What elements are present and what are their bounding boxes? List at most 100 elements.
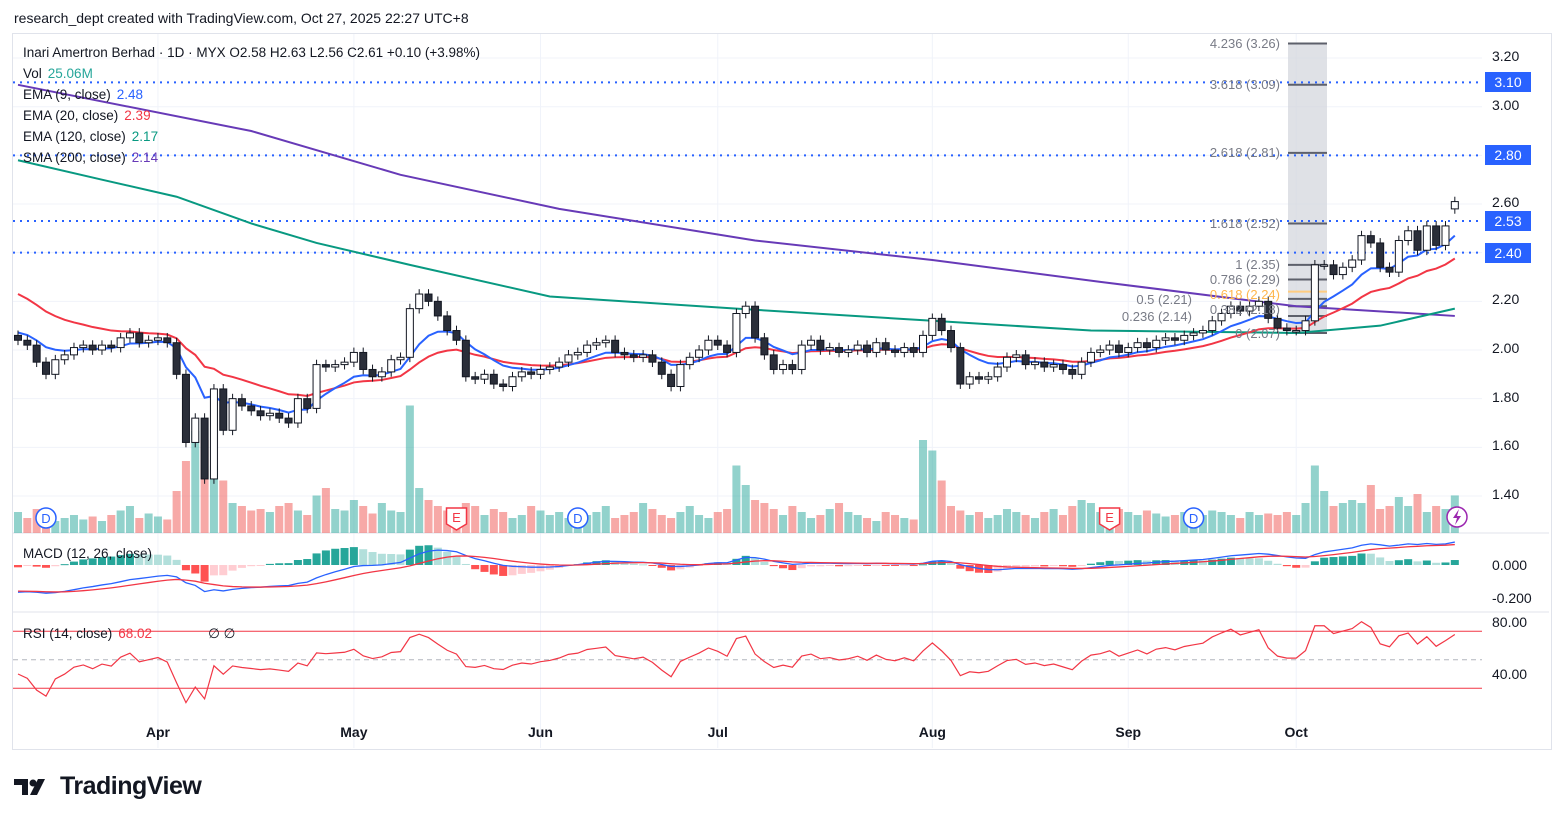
volume-bar	[107, 515, 116, 533]
candle-body	[284, 417, 293, 424]
candle-body	[984, 376, 993, 380]
time-axis-month: May	[340, 724, 368, 740]
fib-level-label: 0.382 (2.18)	[1209, 301, 1280, 317]
volume-bar	[732, 465, 741, 533]
candle-body	[1049, 364, 1058, 368]
volume-bar	[1376, 509, 1385, 533]
macd-histogram-bar	[60, 564, 69, 566]
candle-body	[601, 339, 610, 344]
macd-histogram-bar	[153, 554, 162, 565]
dividend-badge[interactable]: D	[1182, 507, 1205, 529]
macd-histogram-bar	[265, 563, 274, 565]
macd-histogram-bar	[1338, 556, 1347, 565]
volume-bar	[405, 405, 414, 533]
earnings-badge[interactable]: E	[1098, 507, 1121, 531]
volume-bar	[928, 450, 937, 533]
candle-body	[573, 351, 582, 356]
candle-body	[583, 344, 592, 353]
macd-histogram-bar	[1021, 565, 1030, 568]
candle-body	[69, 347, 78, 356]
price-axis-tick: 1.40	[1492, 485, 1520, 502]
candle-body	[629, 354, 638, 358]
candle-body	[172, 342, 181, 375]
volume-bar	[583, 515, 592, 533]
candle-body	[517, 371, 526, 378]
volume-bar	[1068, 506, 1077, 533]
macd-histogram-bar	[349, 547, 358, 565]
earnings-badge[interactable]: E	[445, 507, 468, 531]
candle-body	[1245, 305, 1254, 312]
volume-bar	[1040, 512, 1049, 533]
macd-histogram-bar	[1450, 560, 1459, 565]
macd-histogram-bar	[760, 561, 769, 565]
macd-axis-tick: -0.200	[1492, 590, 1532, 606]
macd-histogram-bar	[1292, 565, 1301, 568]
volume-bar	[1030, 518, 1039, 533]
macd-histogram-bar	[769, 565, 778, 567]
macd-histogram-bar	[900, 565, 909, 566]
volume-bar	[760, 503, 769, 533]
candle-body	[751, 305, 760, 339]
candle-body	[405, 308, 414, 358]
macd-histogram-bar	[1114, 560, 1123, 565]
macd-histogram-bar	[1329, 557, 1338, 565]
volume-bar	[779, 515, 788, 533]
macd-histogram-bar	[1049, 565, 1058, 567]
dividend-badge[interactable]: D	[567, 507, 589, 529]
volume-bar	[639, 503, 648, 533]
macd-histogram-bar	[116, 555, 125, 565]
candle-body	[965, 376, 974, 385]
candle-body	[1198, 330, 1207, 334]
candle-body	[1264, 300, 1273, 319]
candle-body	[480, 373, 489, 380]
macd-histogram-bar	[387, 554, 396, 565]
volume-bar	[881, 512, 890, 533]
lightning-event-icon[interactable]	[1446, 506, 1468, 528]
dividend-badge[interactable]: D	[35, 507, 57, 529]
candle-body	[489, 373, 498, 385]
volume-bar	[1049, 509, 1058, 533]
macd-histogram-bar	[807, 565, 816, 567]
macd-histogram-bar	[368, 552, 377, 565]
candle-body	[648, 354, 657, 363]
volume-bar	[1170, 515, 1179, 533]
tradingview-logo[interactable]: TradingView	[14, 772, 202, 801]
candle-body	[863, 344, 872, 353]
candle-body	[853, 344, 862, 351]
tradingview-logo-icon	[14, 778, 45, 795]
macd-histogram-bar	[359, 549, 368, 565]
candle-body	[443, 315, 452, 332]
macd-histogram-bar	[676, 565, 685, 570]
candle-body	[825, 347, 834, 351]
candle-body	[1077, 361, 1086, 375]
fib-level-label: 0.786 (2.29)	[1209, 271, 1280, 287]
macd-histogram-bar	[284, 563, 293, 565]
candle-body	[657, 361, 666, 375]
dividend-badge-circle	[35, 507, 57, 529]
candle-body	[937, 317, 946, 332]
volume-bar	[1217, 512, 1226, 533]
macd-histogram-bar	[657, 565, 666, 568]
volume-bar	[1301, 503, 1310, 533]
volume-bar	[1273, 515, 1282, 533]
volume-bar	[592, 512, 601, 533]
macd-histogram-bar	[1310, 561, 1319, 565]
volume-bar	[228, 503, 237, 533]
volume-bar	[1357, 503, 1366, 533]
candle-body	[499, 383, 508, 387]
macd-histogram-bar	[909, 565, 918, 567]
macd-histogram-bar	[107, 556, 116, 565]
candle-body	[32, 344, 41, 363]
volume-bar	[545, 515, 554, 533]
volume-bar	[415, 488, 424, 533]
volume-bar	[209, 465, 218, 533]
rsi-legend: RSI (14, close) 68.02 ∅ ∅	[23, 626, 235, 642]
chart-frame[interactable]	[12, 33, 1552, 750]
candle-body	[14, 334, 22, 341]
candle-body	[1236, 305, 1245, 312]
price-axis-tick: 2.60	[1492, 194, 1520, 211]
candle-body	[153, 337, 162, 341]
macd-histogram-bar	[163, 555, 172, 565]
earnings-badge-text: E	[1105, 510, 1114, 525]
